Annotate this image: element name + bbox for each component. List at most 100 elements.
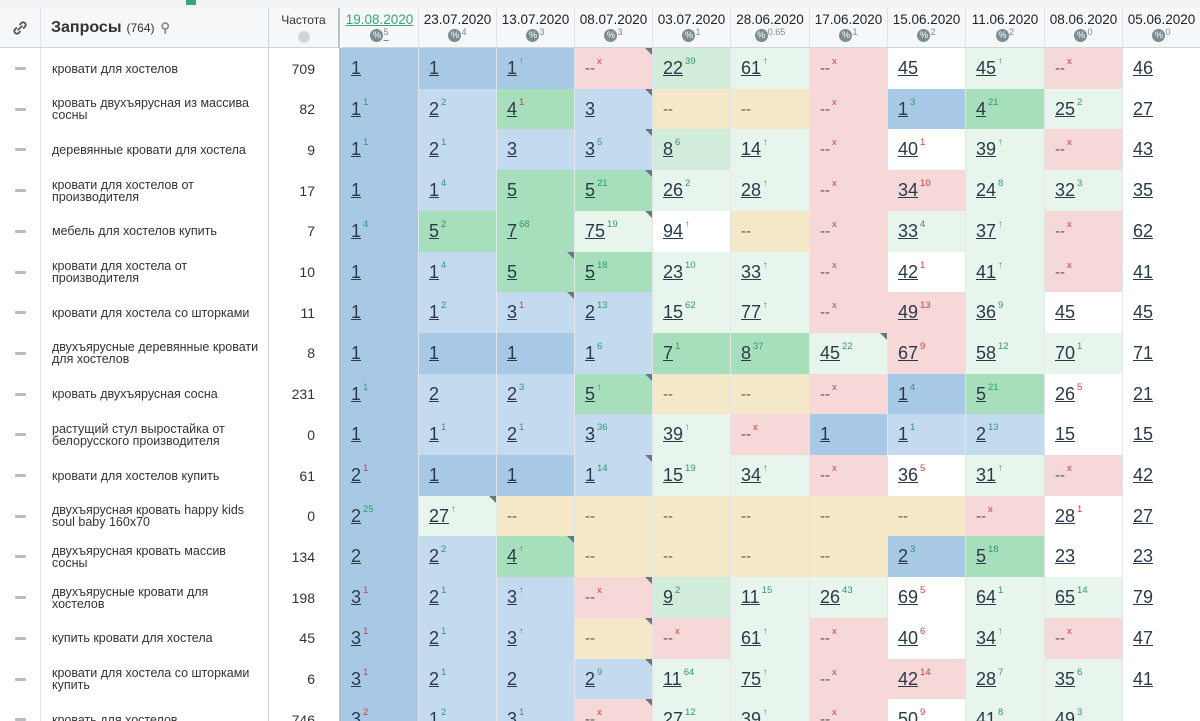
position-cell[interactable]: 1	[341, 48, 419, 90]
position-value[interactable]: 8	[663, 139, 674, 160]
position-cell[interactable]: 23	[1123, 536, 1200, 579]
position-cell[interactable]: 22 39	[653, 48, 731, 90]
position-cell[interactable]: 3	[497, 129, 575, 172]
position-value[interactable]: 34	[898, 180, 919, 201]
position-value[interactable]: 25	[1055, 98, 1076, 119]
position-value[interactable]: 45	[1133, 302, 1154, 323]
position-value[interactable]: 2	[507, 383, 518, 404]
position-cell[interactable]: 39 ↑	[653, 414, 731, 457]
position-value[interactable]: 39	[741, 709, 762, 721]
position-value[interactable]: 5	[507, 261, 518, 282]
position-cell[interactable]: -- x	[575, 48, 653, 90]
search-icon[interactable]: ⚲	[160, 19, 171, 35]
query-text[interactable]: кровать двухъярусная сосна	[41, 373, 269, 416]
position-value[interactable]: 4	[507, 98, 518, 119]
query-text[interactable]: двухъярусная кровать happy kids soul bab…	[41, 495, 269, 538]
position-cell[interactable]: 3 ↑	[497, 577, 575, 620]
position-cell[interactable]: 27 ↑	[419, 495, 497, 538]
position-cell[interactable]: 75 19	[575, 210, 653, 253]
position-cell[interactable]: 94 ↑	[653, 210, 731, 253]
position-cell[interactable]: --	[731, 210, 810, 253]
date-column-header[interactable]: 03.07.2020% 1	[653, 8, 731, 48]
position-value[interactable]: 15	[663, 302, 684, 323]
position-value[interactable]: 42	[1133, 465, 1154, 485]
position-cell[interactable]: -- x	[810, 658, 888, 701]
position-cell[interactable]: 45	[1045, 292, 1123, 335]
position-value[interactable]: 2	[429, 587, 440, 608]
position-value[interactable]: 45	[976, 58, 997, 78]
position-cell[interactable]: 5 21	[966, 373, 1045, 416]
position-cell[interactable]: 1	[341, 332, 419, 375]
position-cell[interactable]: 3	[575, 88, 653, 131]
position-cell[interactable]: 69 5	[888, 577, 966, 620]
position-cell[interactable]: 5 18	[575, 251, 653, 294]
position-cell[interactable]: -- x	[575, 577, 653, 620]
position-value[interactable]: 49	[898, 302, 919, 323]
position-cell[interactable]: 2	[419, 373, 497, 416]
position-value[interactable]: 71	[1133, 342, 1154, 363]
position-cell[interactable]: -- x	[653, 617, 731, 660]
position-cell[interactable]: -- x	[1045, 210, 1123, 253]
position-cell[interactable]: 14 ↑	[731, 129, 810, 172]
position-cell[interactable]: --	[810, 495, 888, 538]
position-value[interactable]: 2	[429, 668, 440, 689]
position-cell[interactable]: 1	[497, 455, 575, 497]
position-cell[interactable]: 61 ↑	[731, 617, 810, 660]
position-cell[interactable]: 36 5	[888, 455, 966, 497]
position-value[interactable]: 27	[1133, 505, 1154, 526]
position-cell[interactable]: -- x	[810, 88, 888, 131]
row-toggle[interactable]	[0, 495, 41, 538]
date-column-header[interactable]: 15.06.2020% 2	[888, 8, 966, 48]
position-value[interactable]: 41	[976, 709, 997, 721]
position-cell[interactable]: 39 ↑	[966, 129, 1045, 172]
position-cell[interactable]: --	[653, 88, 731, 131]
position-cell[interactable]: 42 14	[888, 658, 966, 701]
position-cell[interactable]: --	[653, 536, 731, 579]
position-cell[interactable]: 34 ↑	[731, 455, 810, 497]
position-value[interactable]: 4	[507, 546, 518, 567]
position-cell[interactable]: 40 6	[888, 617, 966, 660]
row-toggle[interactable]	[0, 88, 41, 131]
position-value[interactable]: 11	[741, 587, 760, 608]
position-cell[interactable]: 28 ↑	[731, 170, 810, 213]
position-cell[interactable]: 70 1	[1045, 332, 1123, 375]
query-text[interactable]: кровати для хостелов от производителя	[41, 170, 269, 213]
position-cell[interactable]: 5 ↑	[575, 373, 653, 416]
date-column-header[interactable]: 05.06.2020% 0	[1123, 8, 1200, 48]
query-text[interactable]: кровать для хостелов	[41, 699, 269, 721]
position-cell[interactable]: 49 3	[1045, 699, 1123, 721]
position-cell[interactable]: 2 25	[341, 495, 419, 538]
position-cell[interactable]: 15 19	[653, 455, 731, 497]
position-value[interactable]: 3	[351, 709, 362, 721]
position-cell[interactable]: -- x	[810, 373, 888, 416]
row-toggle[interactable]	[0, 617, 41, 660]
position-cell[interactable]: 1	[810, 414, 888, 457]
position-cell[interactable]: 34 10	[888, 170, 966, 213]
position-cell[interactable]: --	[575, 617, 653, 660]
position-value[interactable]: 32	[1055, 180, 1076, 201]
position-value[interactable]: 2	[976, 424, 987, 445]
position-value[interactable]: 2	[429, 98, 440, 119]
date-column-header[interactable]: 28.06.2020% 0.65	[731, 8, 810, 48]
position-cell[interactable]: -- x	[810, 129, 888, 172]
position-value[interactable]: 26	[1055, 383, 1076, 404]
position-value[interactable]: 35	[1055, 668, 1076, 689]
position-cell[interactable]: 2 13	[966, 414, 1045, 457]
position-value[interactable]: 41	[976, 261, 997, 282]
position-value[interactable]: 37	[976, 220, 997, 241]
position-value[interactable]: 23	[663, 261, 684, 282]
position-cell[interactable]: --	[575, 536, 653, 579]
position-cell[interactable]: --	[653, 373, 731, 416]
position-cell[interactable]: 31 ↑	[966, 455, 1045, 497]
position-cell[interactable]: --	[888, 495, 966, 538]
position-value[interactable]: 24	[976, 180, 997, 201]
